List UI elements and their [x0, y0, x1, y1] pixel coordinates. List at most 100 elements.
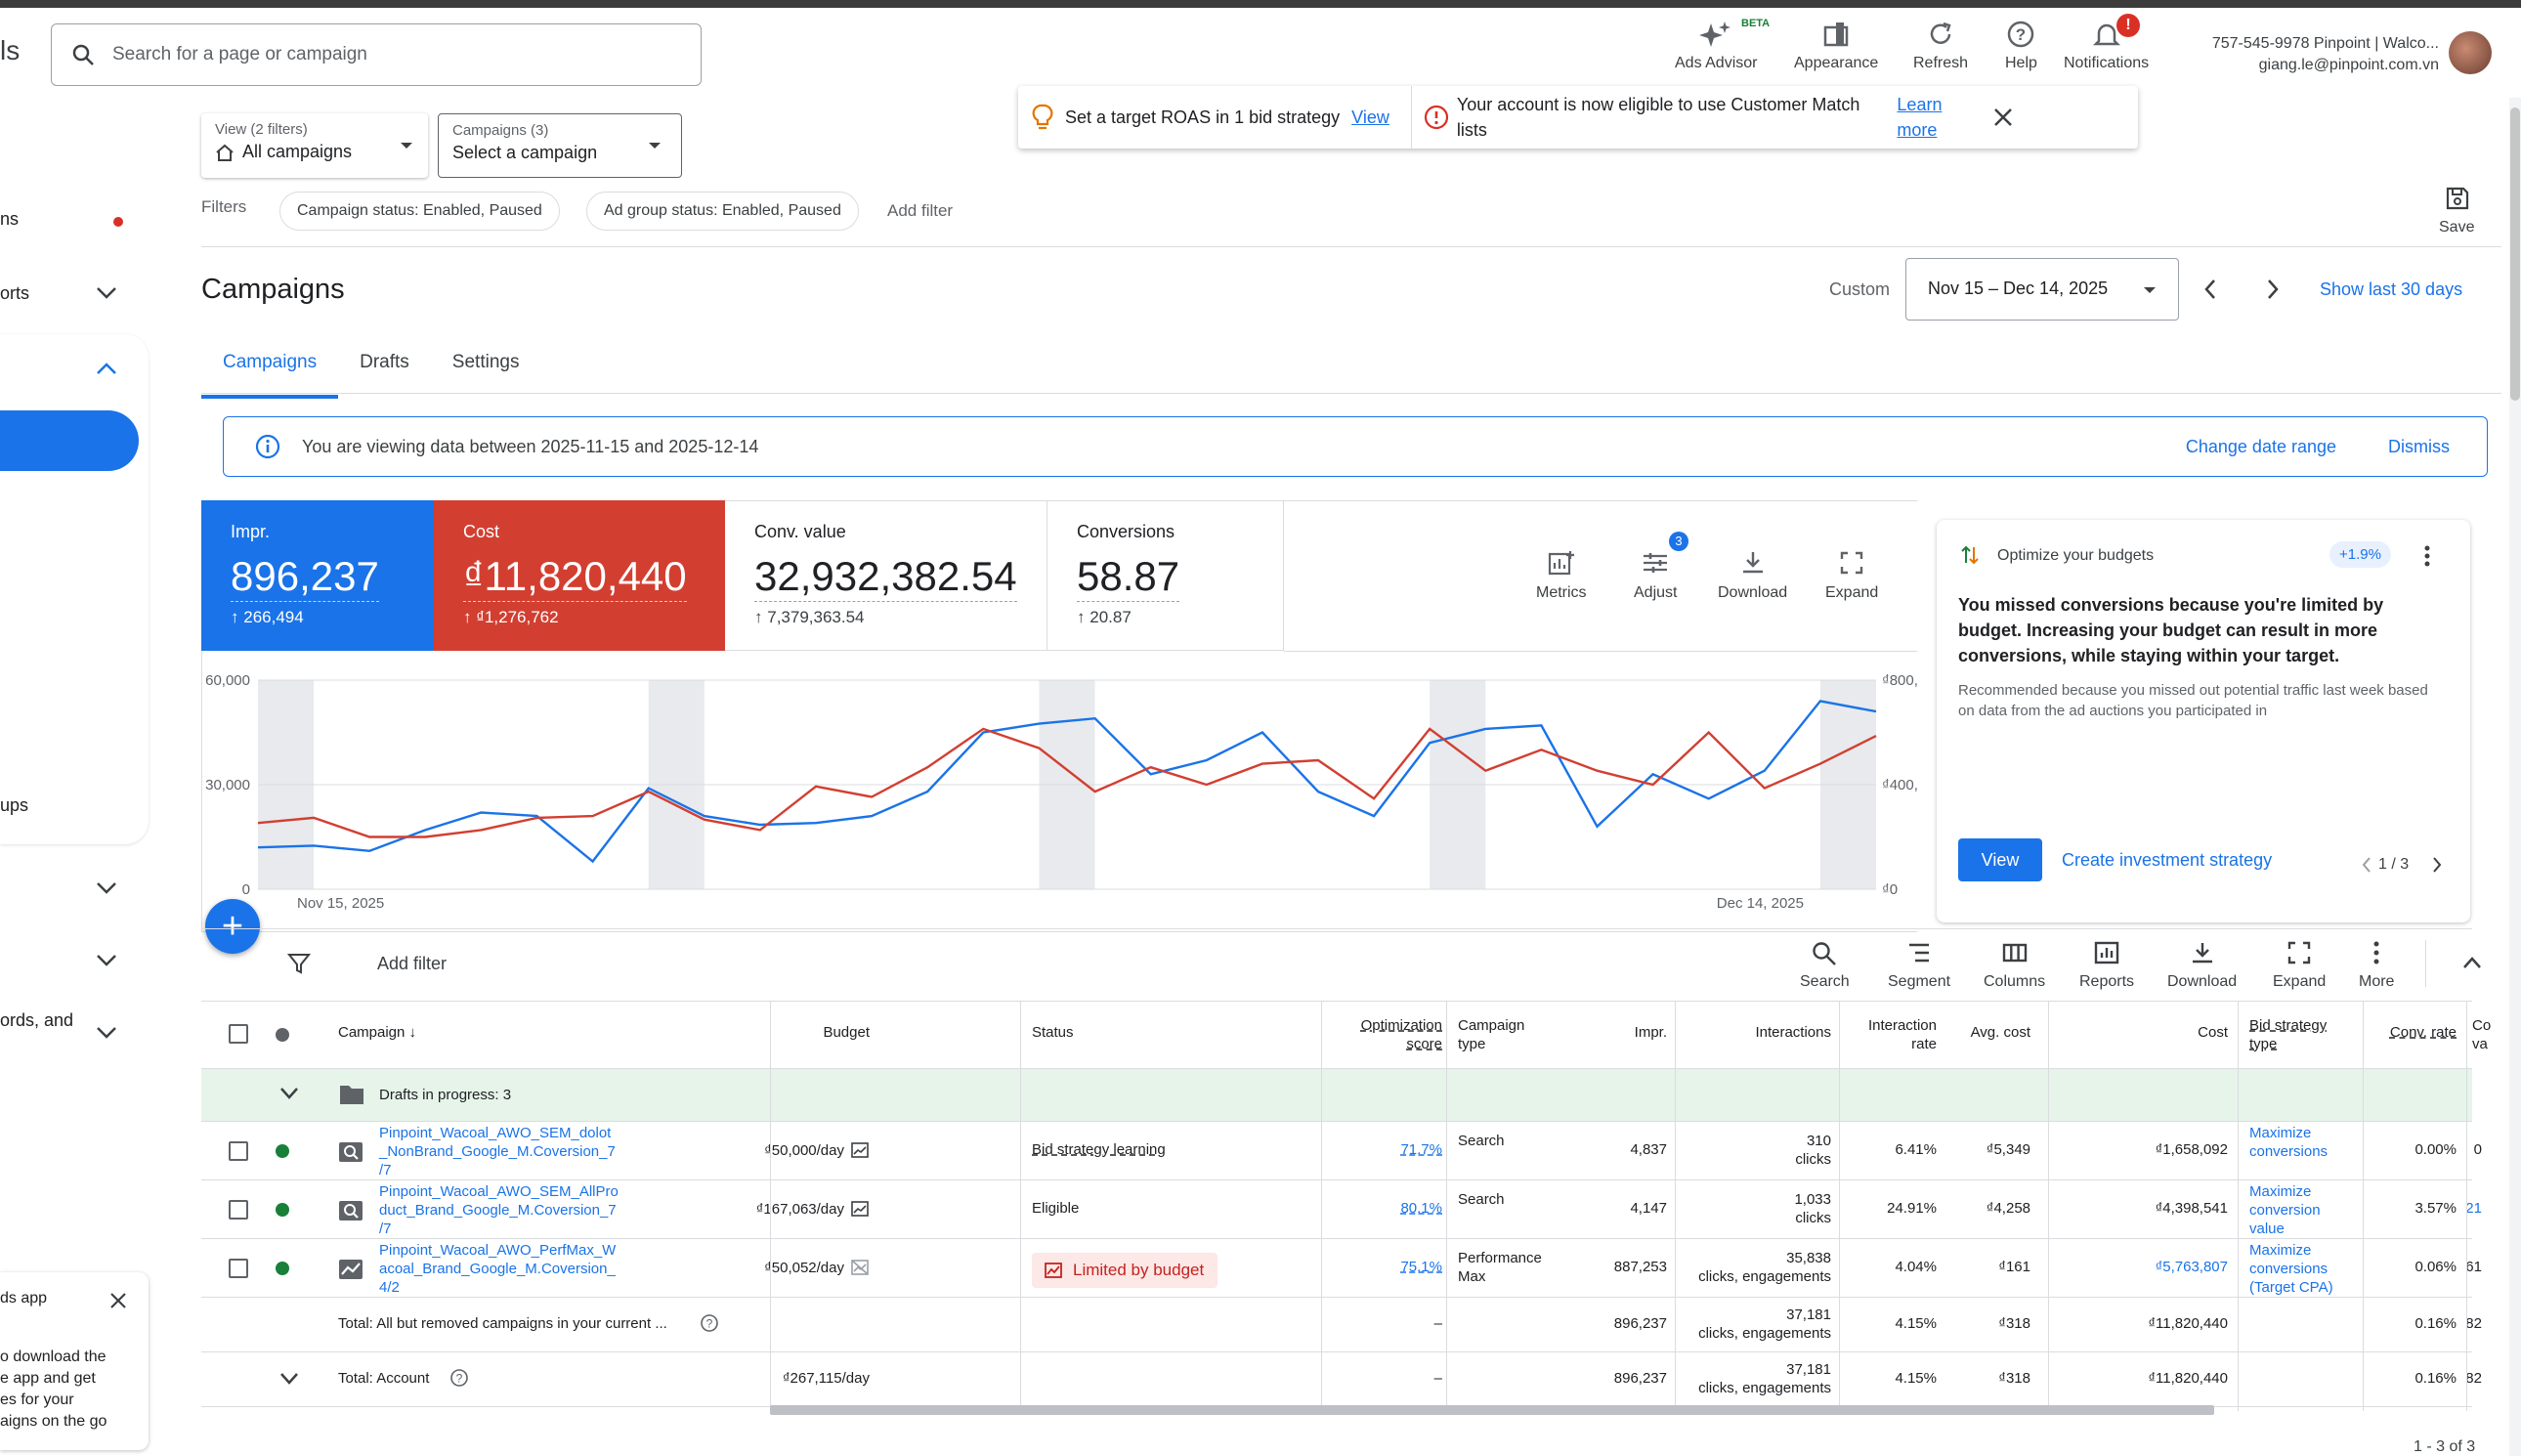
select-all-checkbox[interactable] — [229, 1024, 248, 1044]
chart-disabled-icon[interactable] — [850, 1259, 870, 1276]
chevron-down-icon[interactable] — [96, 954, 117, 967]
chart-icon[interactable] — [850, 1141, 870, 1159]
create-investment-strategy-link[interactable]: Create investment strategy — [2062, 850, 2273, 870]
column-header-conv-rate[interactable]: Conv. rate — [2389, 1024, 2457, 1041]
roas-view-link[interactable]: View — [1351, 107, 1389, 127]
add-filter-link[interactable]: Add filter — [887, 201, 954, 220]
column-header-conv-value[interactable]: Co va — [2472, 1017, 2492, 1052]
optimization-score-link[interactable]: 80.1% — [1400, 1200, 1442, 1217]
campaign-name-link[interactable]: Pinpoint_Wacoal_AWO_SEM_AllPro duct_Bran… — [379, 1182, 619, 1238]
column-header-interaction-rate[interactable]: Interaction rate — [1867, 1017, 1937, 1052]
chart-icon[interactable] — [850, 1200, 870, 1218]
metrics-button[interactable]: Metrics — [1536, 549, 1587, 602]
chevron-up-icon[interactable] — [96, 362, 117, 375]
chevron-right-icon[interactable] — [2431, 856, 2443, 874]
close-icon[interactable] — [109, 1292, 127, 1309]
metric-card-impressions[interactable]: Impr. 896,237 ↑ 266,494 — [201, 500, 434, 651]
table-expand-button[interactable]: Expand — [2273, 940, 2326, 991]
sidebar-item-campaigns[interactable]: ns — [0, 209, 20, 229]
bid-strategy-link[interactable]: Maximize conversions (Target CPA) — [2249, 1241, 2367, 1297]
row-checkbox[interactable] — [229, 1259, 248, 1278]
refresh-button[interactable]: Refresh — [1913, 20, 1968, 72]
column-header-campaign[interactable]: Campaign ↓ — [338, 1024, 417, 1041]
chevron-down-icon[interactable] — [279, 1087, 299, 1100]
campaign-name-link[interactable]: Pinpoint_Wacoal_AWO_PerfMax_W acoal_Bran… — [379, 1241, 616, 1297]
page-scrollbar-track[interactable] — [2509, 98, 2521, 1456]
column-header-bid-strategy-type[interactable]: Bid strategy type — [2249, 1017, 2328, 1052]
column-header-cost[interactable]: Cost — [2198, 1024, 2228, 1041]
ads-advisor-button[interactable]: Ads Advisor — [1675, 20, 1757, 72]
change-date-range-link[interactable]: Change date range — [2185, 436, 2336, 456]
more-vert-icon[interactable] — [2421, 543, 2433, 569]
recommendation-view-button[interactable]: View — [1958, 838, 2042, 881]
sidebar-item-keywords[interactable]: ords, and — [0, 1010, 74, 1030]
chevron-right-icon[interactable] — [2265, 278, 2281, 301]
help-icon[interactable]: ? — [700, 1313, 719, 1333]
help-icon[interactable]: ? — [449, 1368, 469, 1388]
date-range-picker[interactable]: Nov 15 – Dec 14, 2025 — [1905, 258, 2179, 321]
budget-value[interactable]: ₫50,052/day — [764, 1259, 844, 1276]
drafts-row[interactable]: Drafts in progress: 3 — [201, 1069, 2472, 1122]
save-label[interactable]: Save — [2439, 219, 2475, 236]
account-info[interactable]: 757-545-9978 Pinpoint | Walco... giang.l… — [2212, 33, 2439, 76]
column-header-status[interactable]: Status — [1032, 1024, 1074, 1041]
column-header-interactions[interactable]: Interactions — [1755, 1024, 1831, 1041]
show-last-30-days-link[interactable]: Show last 30 days — [2320, 279, 2463, 299]
sidebar-item-ad-groups[interactable]: ups — [0, 795, 29, 815]
columns-button[interactable]: Columns — [1984, 940, 2045, 991]
chevron-down-icon[interactable] — [96, 881, 117, 895]
close-icon[interactable] — [1992, 107, 2014, 128]
status-badge[interactable]: Limited by budget — [1032, 1253, 1218, 1288]
column-header-budget[interactable]: Budget — [823, 1024, 870, 1041]
tab-settings[interactable]: Settings — [451, 352, 520, 372]
cost-value[interactable]: ₫5,763,807 — [2155, 1259, 2228, 1275]
more-button[interactable]: More — [2359, 940, 2394, 991]
metric-card-cost[interactable]: Cost ₫11,820,440 ↑ ₫1,276,762 — [434, 500, 725, 651]
chevron-down-icon[interactable] — [96, 286, 117, 300]
chevron-left-icon[interactable] — [2361, 856, 2372, 874]
sidebar-item-reports[interactable]: orts — [0, 283, 30, 303]
table-row[interactable]: Pinpoint_Wacoal_AWO_SEM_AllPro duct_Bran… — [201, 1180, 2482, 1239]
filter-chip-campaign-status[interactable]: Campaign status: Enabled, Paused — [279, 192, 560, 231]
segment-button[interactable]: Segment — [1888, 940, 1950, 991]
chevron-left-icon[interactable] — [2202, 278, 2218, 301]
enabled-status-dot[interactable] — [276, 1262, 289, 1275]
search-box[interactable]: Search for a page or campaign — [51, 23, 702, 86]
enabled-status-dot[interactable] — [276, 1144, 289, 1158]
metric-card-conv-value[interactable]: Conv. value 32,932,382.54 ↑ 7,379,363.54 — [725, 500, 1047, 651]
filter-chip-ad-group-status[interactable]: Ad group status: Enabled, Paused — [586, 192, 859, 231]
chart-download-button[interactable]: Download — [1718, 549, 1787, 602]
table-download-button[interactable]: Download — [2167, 940, 2237, 991]
column-header-optimization-score[interactable]: Optimization score — [1360, 1017, 1442, 1052]
view-dropdown[interactable]: View (2 filters) All campaigns — [201, 113, 428, 178]
campaign-name-link[interactable]: Pinpoint_Wacoal_AWO_SEM_dolot _NonBrand_… — [379, 1124, 616, 1179]
chart-expand-button[interactable]: Expand — [1825, 549, 1878, 602]
column-header-impressions[interactable]: Impr. — [1634, 1024, 1667, 1041]
learn-more-link[interactable]: Learn more — [1897, 92, 1942, 143]
table-search-button[interactable]: Search — [1800, 940, 1850, 991]
column-header-avg-cost[interactable]: Avg. cost — [1970, 1024, 2030, 1041]
adjust-button[interactable]: Adjust — [1634, 549, 1677, 602]
create-fab-button[interactable]: + — [205, 899, 260, 954]
collapse-chevron-up-icon[interactable] — [2462, 956, 2482, 969]
column-header-campaign-type[interactable]: Campaign type — [1458, 1017, 1525, 1052]
avatar[interactable] — [2449, 31, 2492, 74]
budget-value[interactable]: ₫167,063/day — [755, 1200, 844, 1218]
chevron-down-icon[interactable] — [279, 1372, 299, 1386]
row-checkbox[interactable] — [229, 1200, 248, 1220]
dismiss-link[interactable]: Dismiss — [2388, 436, 2450, 456]
page-scrollbar-thumb[interactable] — [2510, 107, 2520, 401]
chevron-down-icon[interactable] — [96, 1026, 117, 1040]
enabled-status-dot[interactable] — [276, 1203, 289, 1217]
campaign-dropdown[interactable]: Campaigns (3) Select a campaign — [438, 113, 682, 178]
reports-button[interactable]: Reports — [2079, 940, 2134, 991]
optimization-score-link[interactable]: 75.1% — [1400, 1259, 1442, 1275]
status-text[interactable]: Bid strategy learning — [1032, 1141, 1166, 1158]
help-button[interactable]: ? Help — [2005, 20, 2037, 72]
bid-strategy-link[interactable]: Maximize conversion value — [2249, 1182, 2367, 1238]
table-add-filter[interactable]: Add filter — [377, 954, 448, 973]
save-icon[interactable] — [2445, 186, 2470, 211]
row-checkbox[interactable] — [229, 1141, 248, 1161]
sidebar-item-active[interactable] — [0, 410, 139, 471]
table-row[interactable]: Pinpoint_Wacoal_AWO_SEM_dolot _NonBrand_… — [201, 1122, 2482, 1180]
